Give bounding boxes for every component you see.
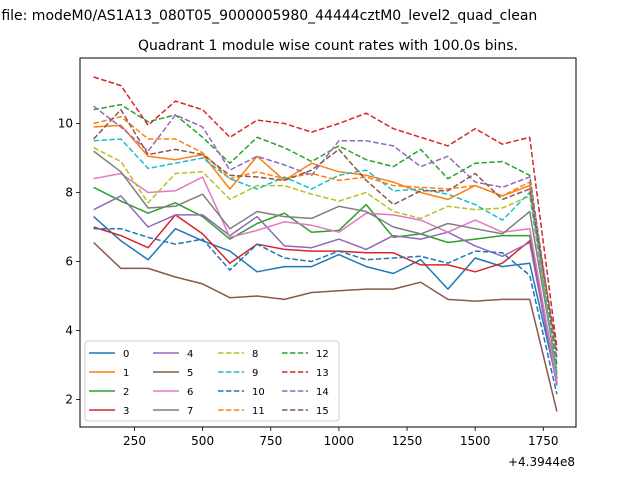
series-line-5 [93,241,558,412]
legend-label-0: 0 [123,349,129,360]
chart-title: Quadrant 1 module wise count rates with … [138,38,518,54]
series-line-13 [93,76,558,348]
legend-label-6: 6 [187,387,193,398]
legend-label-15: 15 [316,406,329,417]
legend-label-5: 5 [187,368,193,379]
series-line-8 [93,147,558,374]
legend-label-14: 14 [316,387,329,398]
x-tick-label: 500 [191,434,214,448]
legend-label-2: 2 [123,387,129,398]
legend-label-11: 11 [252,406,265,417]
series-line-6 [93,172,558,383]
legend-label-1: 1 [123,368,129,379]
x-tick-label: 1250 [392,434,423,448]
legend-box [84,340,340,422]
series-line-4 [93,195,558,386]
series-line-14 [93,105,558,359]
x-tick-label: 250 [123,434,146,448]
x-axis: 250 500 750 1000 1250 1500 1750 [123,427,559,448]
y-tick-label: 6 [65,254,73,268]
legend-label-7: 7 [187,406,193,417]
series-line-3 [93,214,558,385]
legend-label-13: 13 [316,368,329,379]
y-tick-label: 2 [65,392,73,406]
series-line-7 [93,150,558,372]
x-offset-label: +4.3944e8 [508,455,575,469]
plot-area-frame [79,57,577,428]
series-line-9 [93,138,558,376]
series-line-2 [93,186,558,379]
y-tick-label: 10 [58,117,73,131]
series-line-15 [93,108,558,352]
x-tick-label: 1000 [324,434,355,448]
y-tick-label: 8 [65,185,73,199]
x-tick-label: 1750 [528,434,559,448]
x-tick-label: 1500 [460,434,491,448]
plot-lines [93,76,558,412]
x-tick-label: 750 [259,434,282,448]
series-line-0 [93,216,558,383]
y-axis: 2 4 6 8 10 [58,117,80,406]
series-line-10 [93,227,558,395]
y-tick-label: 4 [65,323,73,337]
figure-suptitle: n file: modeM0/AS1A13_080T05_9000005980_… [0,8,537,24]
legend-label-3: 3 [123,406,129,417]
legend-label-4: 4 [187,349,193,360]
legend-label-9: 9 [252,368,258,379]
legend-label-10: 10 [252,387,265,398]
series-line-11 [93,115,558,369]
legend-label-12: 12 [316,349,329,360]
legend-label-8: 8 [252,349,258,360]
series-line-12 [93,103,558,366]
